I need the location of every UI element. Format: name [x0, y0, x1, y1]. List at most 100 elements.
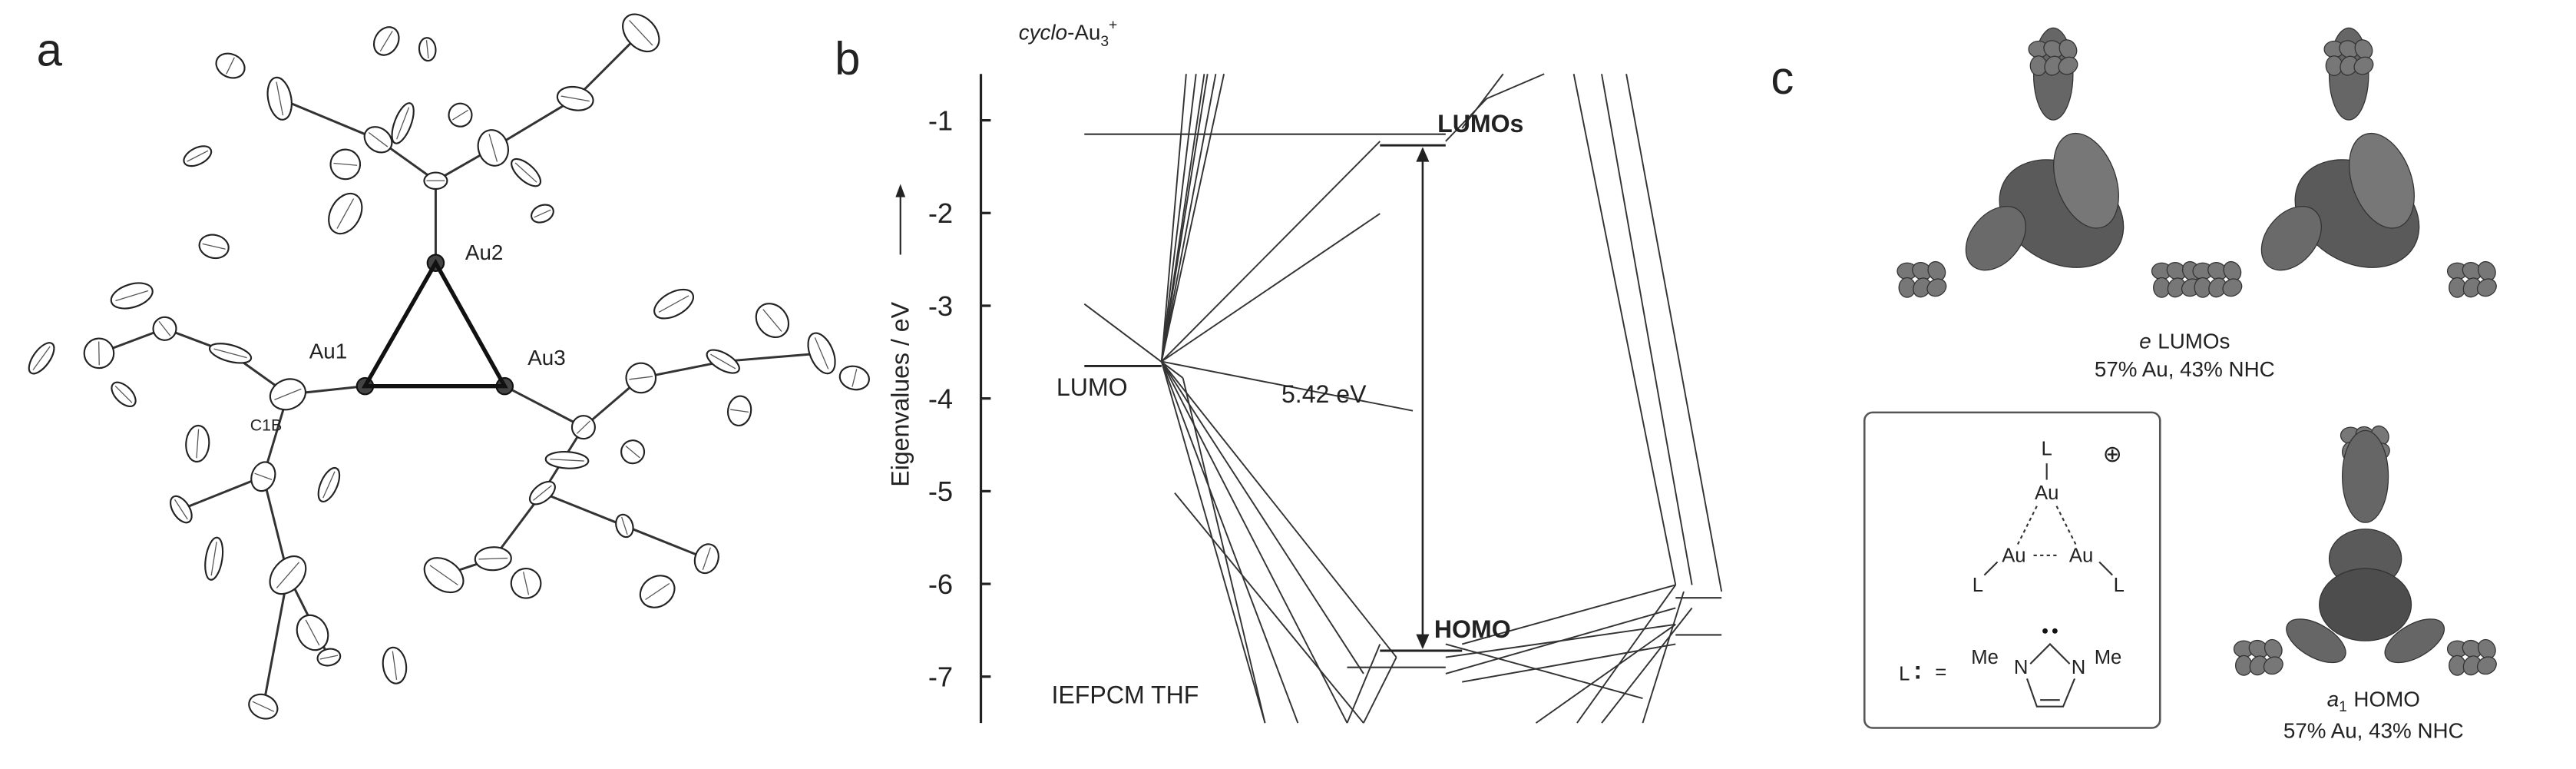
atom-hatch	[115, 290, 149, 302]
lone-pair	[2052, 628, 2058, 634]
orbital-lobe	[2286, 618, 2346, 664]
chart-title: cyclo-Au3+	[1019, 18, 1118, 50]
bond	[2016, 505, 2038, 546]
correlation-line	[1182, 377, 1266, 724]
title-part: +	[1109, 18, 1117, 34]
atom-hatch	[522, 572, 530, 595]
scheme-text: ⊕	[2103, 442, 2122, 467]
bond	[1983, 561, 1999, 576]
atom-hatch	[254, 472, 273, 480]
correlation-line	[1346, 644, 1381, 724]
orbital-lobe	[2476, 278, 2497, 297]
correlation-line	[1461, 73, 1504, 129]
atom-hatch	[196, 429, 200, 459]
atom-hatch	[576, 420, 590, 434]
scheme-text: Me	[1971, 647, 1999, 668]
level-label: LUMOs	[1437, 110, 1523, 138]
bond	[2029, 642, 2071, 665]
correlation-line	[1535, 623, 1676, 724]
atom-hatch	[226, 57, 235, 75]
correlation-lines	[1083, 73, 1723, 724]
bond	[723, 352, 822, 363]
y-axis-label: Eigenvalues / eV	[886, 301, 914, 486]
atom-hatch	[658, 295, 689, 313]
atom-hatch	[333, 162, 358, 166]
bond	[504, 385, 584, 429]
bond	[279, 97, 379, 141]
bond	[541, 492, 625, 527]
correlation-line	[1160, 74, 1217, 362]
arrow-head	[1416, 634, 1430, 649]
scheme-text: Au	[2035, 482, 2058, 504]
correlation-line	[1161, 213, 1381, 363]
scheme-text: N	[2072, 657, 2086, 678]
scheme-text: L	[1899, 664, 1910, 685]
caption-text: HOMO	[2353, 688, 2419, 711]
correlation-line	[1160, 361, 1299, 724]
orbital-surfaces	[1896, 27, 2497, 676]
title-part: 3	[1100, 34, 1109, 50]
molecule	[28, 13, 870, 720]
caption-symbol: a	[2327, 688, 2339, 711]
atom-hatch	[98, 341, 100, 366]
atom-hatch	[158, 320, 171, 336]
atom-hatch	[621, 516, 628, 535]
atom-hatch	[114, 385, 133, 403]
lone-pair	[2042, 628, 2048, 634]
caption: a1 HOMO	[2327, 688, 2420, 715]
bond	[623, 525, 707, 560]
atom-hatch	[710, 353, 736, 370]
atom-hatch	[336, 198, 355, 229]
atom-hatch	[514, 162, 537, 183]
atom-hatch	[174, 499, 188, 520]
orbital-lobe	[2353, 56, 2374, 75]
scheme-text: L	[2042, 438, 2052, 459]
correlation-line	[1160, 74, 1225, 362]
correlation-line	[1445, 643, 1643, 699]
atom-hatch	[276, 562, 299, 588]
correlation-line	[1160, 74, 1187, 362]
panel-label: c	[1771, 52, 1794, 104]
orbital-lobe	[2222, 278, 2243, 297]
atom-hatch	[210, 542, 217, 576]
title-part: -Au	[1067, 20, 1100, 44]
caption-composition: 57% Au, 43% NHC	[2283, 718, 2464, 742]
bond	[492, 98, 576, 149]
atom-hatch	[379, 30, 393, 52]
atom-hatch	[425, 40, 429, 59]
bond	[2098, 561, 2113, 576]
atom-hatch	[629, 20, 653, 46]
atom-hatch	[730, 409, 749, 413]
title-part: cyclo	[1019, 20, 1067, 44]
correlation-line	[1160, 361, 1266, 724]
atom-hatch	[534, 209, 551, 218]
solvent-label: IEFPCM THF	[1052, 681, 1199, 708]
atom-label: Au2	[465, 240, 503, 264]
scheme-text: L	[2114, 575, 2125, 596]
bond	[2055, 505, 2078, 546]
atom-hatch	[629, 376, 653, 380]
correlation-line	[1642, 591, 1685, 724]
caption-composition: 57% Au, 43% NHC	[2095, 357, 2275, 381]
bond	[2025, 678, 2076, 708]
scheme-box	[1863, 411, 2161, 729]
orbital-lobe	[2342, 429, 2389, 523]
gap-label: 5.42 eV	[1281, 380, 1367, 408]
atom-hatch	[187, 150, 209, 162]
correlation-line	[1160, 361, 1364, 675]
scheme-text: Au	[2002, 545, 2025, 567]
caption-symbol: e	[2139, 329, 2151, 353]
atom-hatch	[814, 337, 829, 370]
atom-hatch	[396, 107, 410, 140]
y-tick-label: -4	[928, 383, 953, 415]
orbital-lobe	[2384, 618, 2445, 664]
scheme-text: =	[1935, 661, 1946, 683]
atom-hatch	[252, 701, 275, 712]
correlation-line	[1572, 74, 1677, 585]
atom-hatch	[213, 348, 247, 359]
orbital-lobe	[1965, 205, 2026, 271]
atom-hatch	[561, 95, 590, 102]
atom-label: Au1	[309, 339, 347, 363]
